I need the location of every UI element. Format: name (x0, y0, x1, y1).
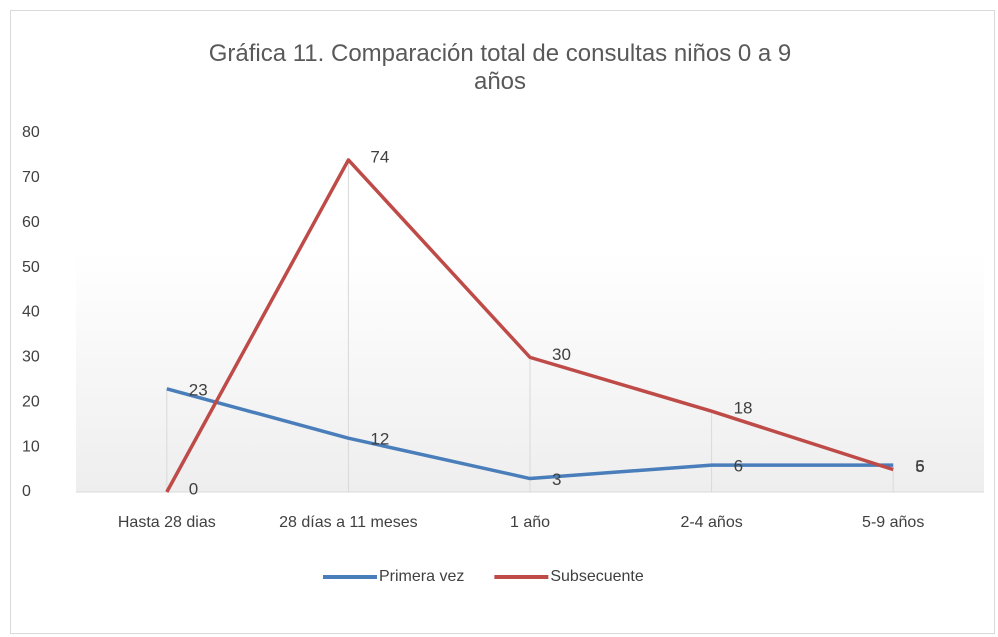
data-label: 74 (370, 147, 389, 166)
y-tick-label: 20 (22, 393, 40, 410)
data-label: 6 (915, 457, 924, 476)
data-label: 12 (370, 430, 389, 449)
data-label: 18 (734, 399, 753, 418)
legend-label: Subsecuente (550, 568, 644, 585)
x-tick-label: Hasta 28 dias (117, 514, 216, 531)
y-tick-label: 40 (22, 304, 40, 321)
data-label: 6 (734, 457, 743, 476)
y-tick-label: 60 (22, 214, 40, 231)
y-tick-label: 30 (22, 349, 40, 366)
x-tick-label: 1 año (509, 514, 551, 531)
data-label: 0 (189, 479, 198, 498)
x-tick-label: 28 días a 11 meses (279, 514, 418, 531)
y-tick-label: 0 (22, 483, 31, 500)
series-line (165, 158, 894, 493)
y-tick-label: 50 (22, 259, 40, 276)
x-tick-label: 2-4 años (680, 514, 743, 531)
series-line (166, 387, 894, 481)
legend-label: Primera vez (379, 568, 464, 585)
y-tick-label: 80 (22, 124, 40, 141)
data-label: 30 (552, 345, 571, 364)
x-tick-label: 5-9 años (862, 514, 925, 531)
data-label: 3 (552, 470, 561, 489)
data-label: 23 (189, 380, 208, 399)
chart-title: Gráfica 11. Comparación total de consult… (208, 40, 792, 95)
y-tick-label: 70 (22, 169, 40, 186)
data-label: 5 (915, 457, 924, 476)
y-tick-label: 10 (22, 438, 40, 455)
